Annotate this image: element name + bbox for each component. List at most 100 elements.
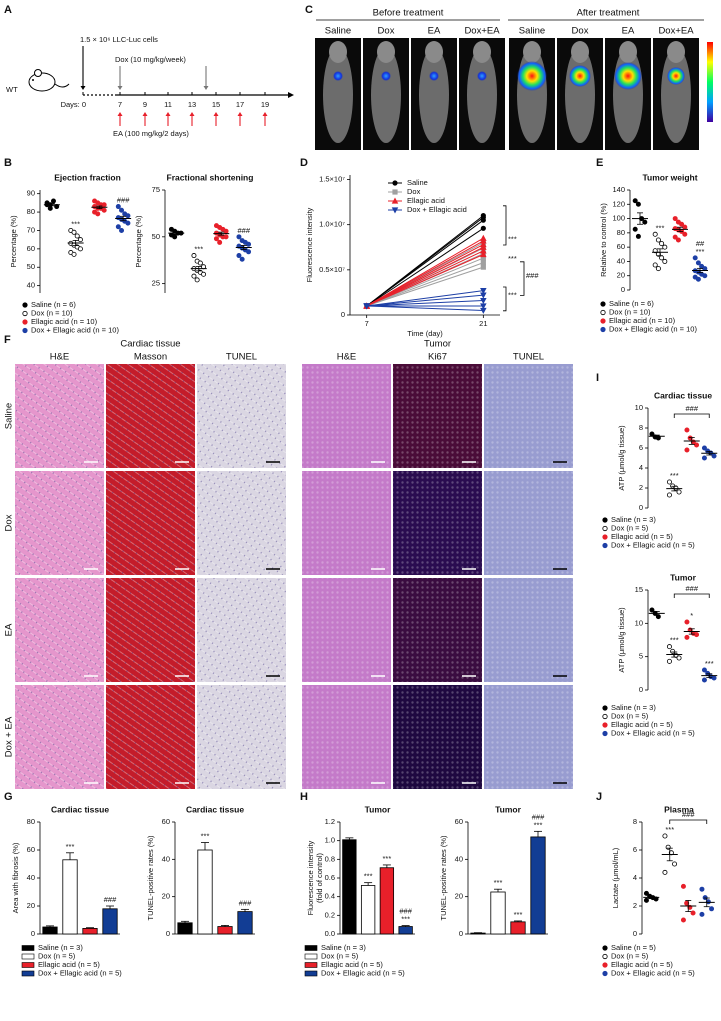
plot-title: Ejection fraction — [54, 172, 121, 182]
significance: *** — [201, 832, 210, 841]
y-tick-label: 140 — [612, 185, 625, 194]
data-point — [662, 869, 668, 875]
data-point — [699, 911, 705, 917]
legend-label: Ellagic acid (n = 5) — [611, 960, 673, 969]
micrograph-texture — [106, 685, 195, 789]
significance: *** — [494, 878, 503, 887]
data-point — [684, 427, 690, 433]
significance: * — [690, 611, 693, 620]
y-tick-label: 5 — [639, 652, 643, 661]
mouse-head — [571, 41, 589, 63]
y-tick-label: 60 — [162, 817, 170, 826]
significance: *** — [194, 245, 203, 254]
group-label: Saline — [519, 26, 545, 37]
y-tick-label: 4 — [639, 463, 643, 472]
legend-label: Dox (n = 10) — [609, 307, 651, 316]
y-tick-label: 0.0 — [325, 929, 335, 938]
significance: *** — [514, 910, 523, 919]
bracket-label: ### — [685, 584, 698, 593]
series-line — [366, 294, 484, 307]
y-tick-label: 0 — [459, 929, 463, 938]
y-tick-label: 1.2 — [325, 817, 335, 826]
comparison-bracket — [673, 413, 710, 418]
imaging-header: After treatment — [577, 8, 640, 19]
y-tick-label: 1.0 — [325, 836, 335, 845]
marker — [480, 303, 487, 310]
y-tick-label: 60 — [27, 244, 35, 253]
data-point — [115, 224, 121, 230]
y-axis-label: (fold of control) — [315, 852, 324, 903]
legend-label: Saline (n = 6) — [609, 299, 654, 308]
y-axis-label: TUNEL-positive rates (%) — [439, 835, 448, 921]
mouse-eye — [32, 79, 34, 81]
group-label: Saline — [325, 26, 351, 37]
data-point — [201, 271, 207, 277]
panel-letter: D — [300, 157, 308, 169]
bar — [197, 849, 213, 935]
ea-arrow-head — [237, 112, 243, 116]
legend-label: Saline (n = 3) — [611, 515, 656, 524]
data-point — [632, 226, 638, 232]
bar — [398, 926, 413, 935]
data-point — [649, 607, 655, 613]
series-line — [366, 266, 484, 307]
marker — [480, 297, 487, 304]
bar — [470, 932, 486, 935]
group-label: Dox+EA — [464, 26, 500, 37]
plot-title: Cardiac tissue — [654, 390, 712, 400]
micrograph-texture — [484, 471, 573, 575]
significance: *** — [508, 254, 517, 263]
data-point — [662, 833, 668, 839]
data-point — [652, 231, 658, 237]
y-tick-label: 40 — [617, 256, 625, 265]
plot-title: Tumor — [670, 572, 697, 582]
day-label: 13 — [188, 100, 196, 109]
bar — [42, 926, 58, 935]
range-bracket — [503, 205, 507, 246]
micrograph-texture — [393, 685, 482, 789]
micrograph-texture — [15, 364, 104, 468]
cell-arrow-head — [80, 86, 86, 90]
bar — [360, 885, 376, 935]
data-point — [662, 244, 668, 250]
micrograph-texture — [15, 685, 104, 789]
y-tick-label: 40 — [162, 854, 170, 863]
legend-label: Saline (n = 3) — [321, 943, 366, 952]
ea-arrow-head — [117, 112, 123, 116]
data-point — [684, 634, 690, 640]
data-point — [652, 248, 658, 254]
significance: *** — [665, 825, 674, 834]
comparison-bracket — [673, 593, 710, 598]
y-axis-label: Lactate (μmol/mL) — [611, 847, 620, 908]
significance: *** — [508, 290, 517, 299]
data-point — [119, 227, 125, 233]
y-tick-label: 4 — [633, 873, 637, 882]
data-point — [702, 273, 708, 279]
signal — [477, 71, 487, 81]
data-point — [680, 917, 686, 923]
y-tick-label: 6 — [633, 845, 637, 854]
mouse-silhouette — [371, 47, 401, 143]
mouse-head — [377, 41, 395, 63]
strain: WT — [6, 85, 18, 94]
significance: *** — [508, 234, 517, 243]
significance: *** — [696, 247, 705, 256]
y-tick-label: 10 — [635, 618, 643, 627]
data-point — [47, 205, 53, 211]
data-point — [197, 260, 203, 266]
bar — [217, 926, 233, 935]
y-tick-label: 2 — [639, 483, 643, 492]
data-point — [711, 675, 717, 681]
day-label: 9 — [143, 100, 147, 109]
marker — [602, 542, 608, 549]
signal — [517, 61, 547, 91]
data-point — [701, 677, 707, 683]
marker — [480, 292, 487, 299]
y-tick-label: 60 — [27, 845, 35, 854]
bar — [82, 928, 98, 935]
data-point — [50, 198, 56, 204]
marker — [602, 722, 608, 728]
mouse-silhouette — [467, 47, 497, 143]
ea-label: EA (100 mg/kg/2 days) — [113, 129, 189, 138]
y-tick-label: 0 — [633, 929, 637, 938]
